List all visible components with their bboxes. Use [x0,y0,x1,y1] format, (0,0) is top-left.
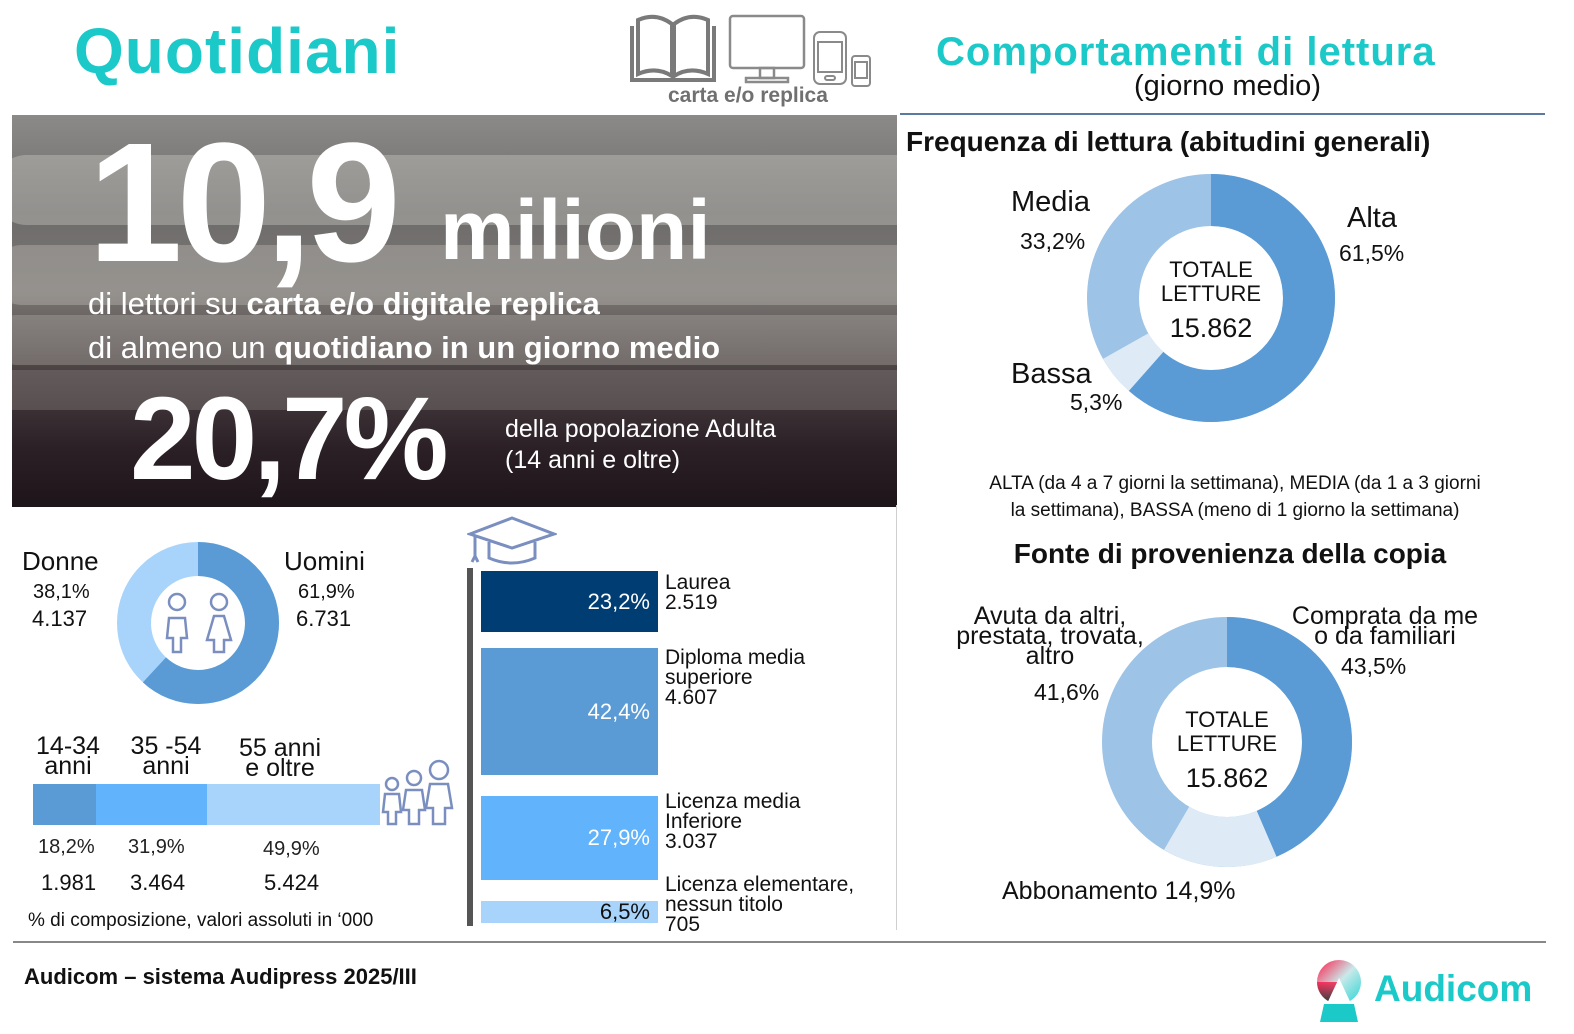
frequency-donut-chart [1087,174,1335,422]
age-pct-1: 18,2% [38,836,95,858]
footer-divider [13,941,1546,943]
hero-newspaper-image [12,115,897,507]
frequency-pct-alta: 61,5% [1339,240,1405,266]
readers-unit: milioni [440,183,711,277]
age-label-2: 35 -54 anni [130,732,202,780]
device-icons [630,14,871,87]
education-label-diploma: Diploma media superiore 4.607 [665,646,806,709]
family-icon [381,759,454,826]
audicom-logo-icon [1317,960,1361,1022]
age-value-2: 3.464 [130,870,186,895]
footer-source: Audicom – sistema Audipress 2025/III [24,964,417,989]
education-bar-diploma: 42,4% [481,648,658,775]
male-icon [165,592,189,654]
age-footnote: % di composizione, valori assoluti in ‘0… [28,910,374,931]
education-label-laurea: Laurea 2.519 [665,571,731,614]
section-subtitle-right: (giorno medio) [1134,70,1321,102]
frequency-label-media: Media [1011,186,1090,218]
female-icon [205,592,233,654]
age-label-1: 14-34 anni [36,732,100,780]
monitor-icon [728,14,806,84]
age-pct-2: 31,9% [128,836,185,858]
education-label-licenza-elementare: Licenza elementare, nessun titolo 705 [665,873,855,936]
audicom-logo-text: Audicom [1374,968,1533,1009]
source-pct-comprata: 43,5% [1341,653,1407,679]
gender-label-donne: Donne [22,546,99,576]
device-caption: carta e/o replica [668,84,828,107]
gender-value-donne: 4.137 [32,606,88,631]
gender-donut-chart [117,542,279,704]
age-bar-14-34 [33,784,96,825]
source-title: Fonte di provenienza della copia [1013,538,1447,569]
population-percent-desc: della popolazione Adulta (14 anni e oltr… [505,415,777,474]
education-axis [467,568,473,926]
age-pct-3: 49,9% [263,838,320,860]
phone-icon [851,55,871,87]
education-bar-laurea: 23,2% [481,571,658,632]
page-title: Quotidiani [74,15,401,87]
gender-value-uomini: 6.731 [296,606,352,631]
age-bar-55-plus [207,784,380,825]
frequency-center-label: TOTALE LETTURE [1160,257,1262,306]
readers-millions-number: 10,9 [88,108,401,298]
age-bar-35-54 [96,784,207,825]
source-pct-avuta: 41,6% [1034,679,1100,705]
frequency-center-value: 15.862 [1169,313,1253,343]
source-label-comprata: Comprata da me o da familiari [1291,602,1479,650]
source-label-abbonamento: Abbonamento 14,9% [1002,877,1236,905]
book-icon [630,14,716,82]
source-label-avuta: Avuta da altri, prestata, trovata, altro [956,602,1144,670]
source-donut-chart [1102,617,1352,867]
education-bar-licenza-elementare: 6,5% [481,899,658,924]
vertical-divider [896,505,897,930]
age-value-3: 5.424 [264,870,320,895]
education-bar-licenza-media: 27,9% [481,796,658,880]
source-center-label: TOTALE LETTURE [1176,707,1278,756]
gender-label-uomini: Uomini [284,546,365,576]
hero-description-line2: di almeno un quotidiano in un giorno med… [88,330,721,365]
frequency-label-bassa: Bassa [1011,358,1092,390]
section-title-right: Comportamenti di lettura [936,30,1436,74]
gender-pct-uomini: 61,9% [298,581,355,603]
divider [900,113,1545,115]
population-percent: 20,7% [130,373,449,505]
education-label-licenza-media: Licenza media Inferiore 3.037 [665,790,801,853]
frequency-label-alta: Alta [1347,202,1397,234]
tablet-icon [813,31,847,85]
hero-description-line1: di lettori su carta e/o digitale replica [88,286,600,321]
frequency-title: Frequenza di lettura (abitudini generali… [906,126,1431,157]
frequency-legend-note: ALTA (da 4 a 7 giorni la settimana), MED… [989,473,1481,521]
frequency-pct-media: 33,2% [1020,228,1086,254]
age-label-3: 55 anni e oltre [238,734,322,782]
graduation-cap-icon [467,516,557,565]
frequency-pct-bassa: 5,3% [1070,389,1123,415]
source-center-value: 15.862 [1185,763,1269,793]
age-value-1: 1.981 [41,870,97,895]
gender-pct-donne: 38,1% [33,581,90,603]
